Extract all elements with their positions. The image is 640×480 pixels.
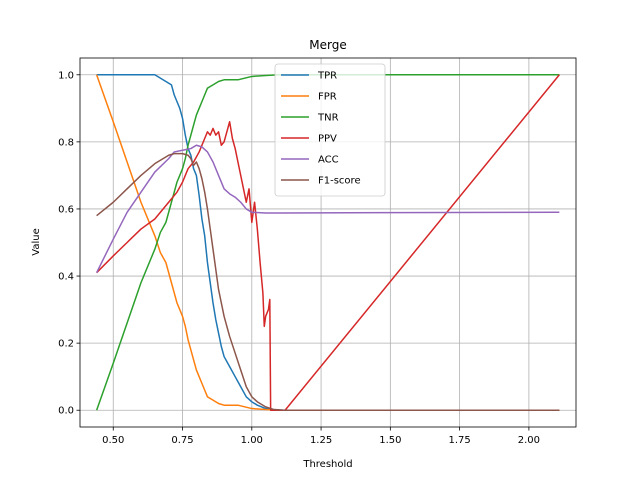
series-line-fpr: [95, 74, 560, 411]
x-tick-label: 0.75: [171, 435, 193, 446]
x-tick-label: 1.00: [241, 435, 263, 446]
legend-label-acc: ACC: [318, 155, 339, 166]
x-tick-label: 1.75: [448, 435, 470, 446]
legend-label-fpr: FPR: [318, 92, 337, 103]
series-line-f1-score: [96, 152, 560, 411]
chart-title: Merge: [309, 38, 346, 52]
y-tick-label: 0.6: [58, 204, 74, 215]
x-tick-label: 2.00: [518, 435, 540, 446]
x-tick-label: 1.25: [310, 435, 332, 446]
y-tick-label: 1.0: [58, 70, 74, 81]
legend-label-tpr: TPR: [317, 71, 337, 82]
series-line-acc: [95, 144, 560, 274]
x-tick-label: 1.50: [379, 435, 401, 446]
legend-box: [274, 63, 386, 197]
x-axis-label: Threshold: [302, 459, 352, 470]
series-line-tpr: [96, 74, 560, 411]
x-axis: 0.50 0.75 1.00 1.25 1.50 1.75 2.00: [102, 427, 540, 446]
grid: [80, 58, 576, 427]
y-axis-label: Value: [31, 228, 42, 255]
x-tick-label: 0.50: [102, 435, 124, 446]
series-line-ppv: [96, 74, 560, 411]
legend-label-tnr: TNR: [317, 113, 339, 124]
series-group: [95, 74, 560, 411]
series-line-tnr: [95, 74, 560, 411]
plot-frame: [79, 57, 577, 428]
y-tick-label: 0.0: [58, 406, 74, 417]
legend-label-f1-score: F1-score: [318, 176, 361, 187]
y-tick-label: 0.4: [58, 272, 74, 283]
y-axis: 0.0 0.2 0.4 0.6 0.8 1.0: [58, 70, 80, 417]
y-tick-label: 0.8: [58, 137, 74, 148]
legend-label-ppv: PPV: [318, 134, 337, 145]
legend: TPR FPR TNR PPV ACC F1-score: [274, 63, 386, 197]
y-tick-label: 0.2: [58, 339, 74, 350]
